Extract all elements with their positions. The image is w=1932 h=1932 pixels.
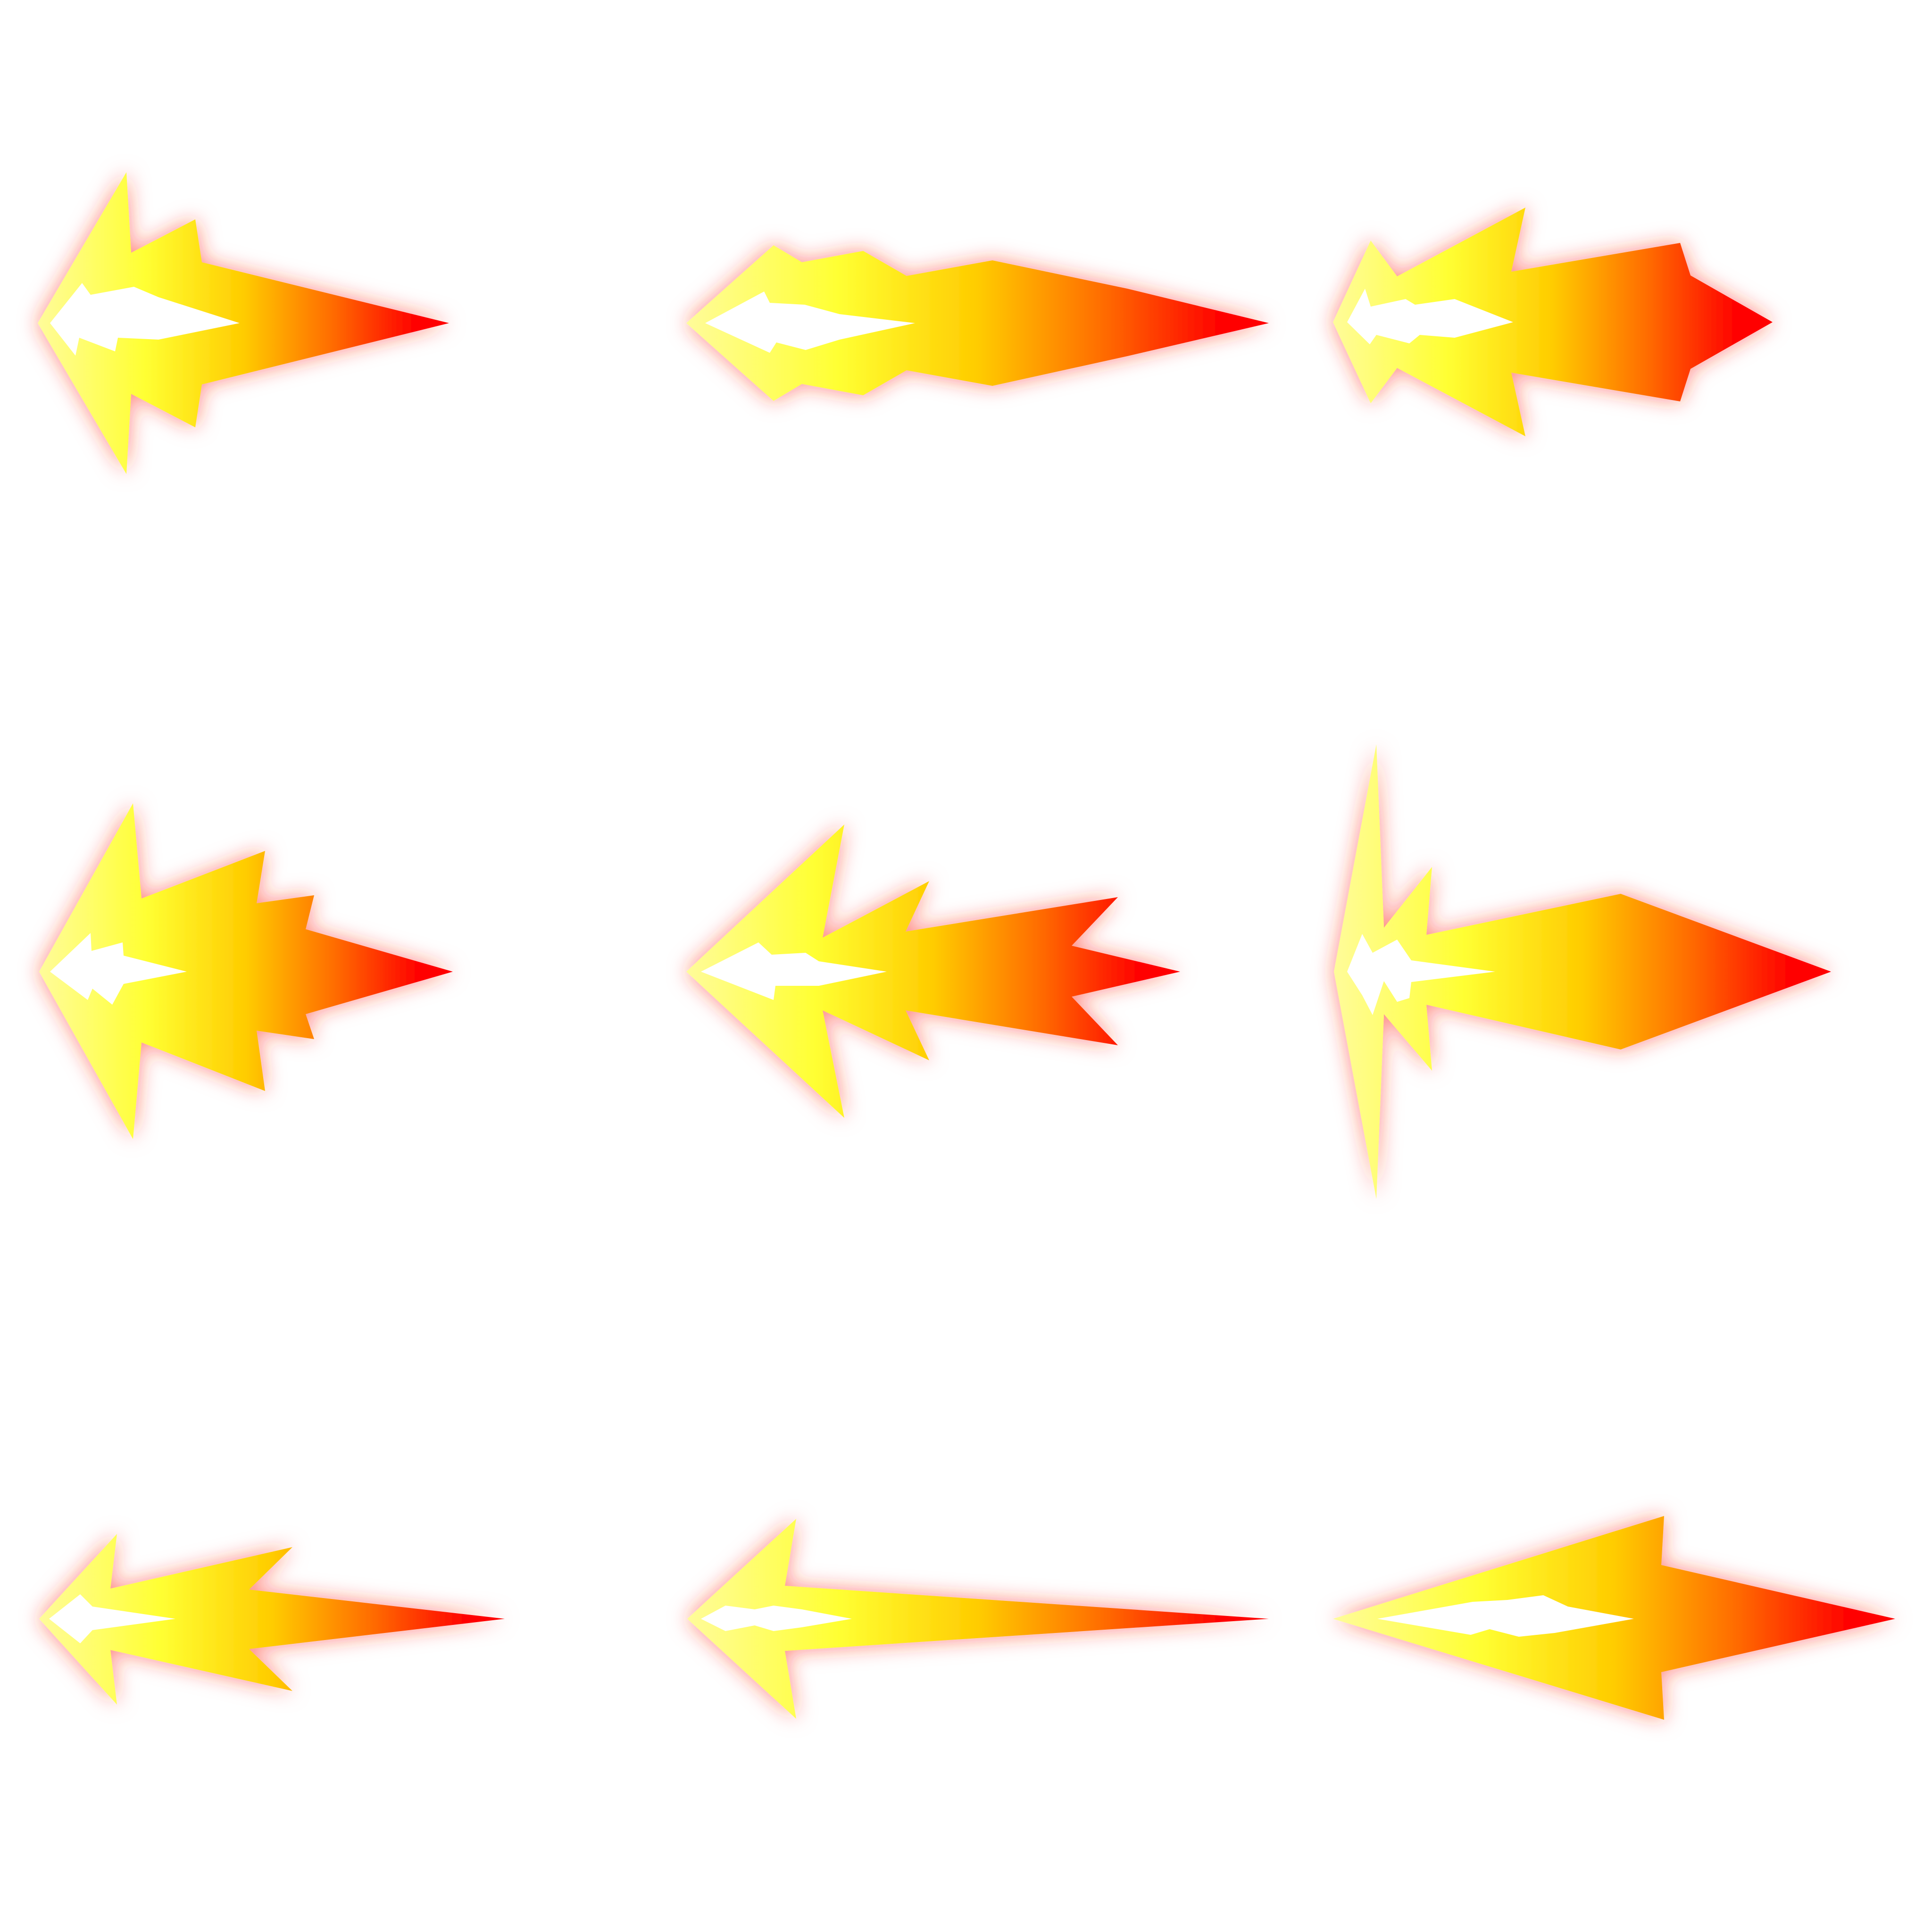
fire-arrow-8 [687,1519,1269,1719]
fire-arrow-7 [39,1534,505,1705]
fire-arrow-icon [1333,208,1773,436]
arrow-core [50,283,240,356]
arrow-core [705,291,915,353]
fire-arrow-2 [686,245,1269,401]
fire-arrow-icon [686,245,1269,401]
arrow-core [50,933,187,1005]
fire-arrow-icon [687,1519,1269,1719]
fire-arrow-4 [39,803,453,1139]
arrow-core [1347,934,1495,1015]
fire-arrow-icon [39,803,453,1139]
arrow-core [1347,289,1513,344]
arrow-core [49,1594,175,1643]
fire-arrow-icon [39,1534,505,1705]
fire-arrow-1 [38,172,449,474]
fire-arrow-6 [1334,744,1831,1199]
arrow-core [1377,1595,1634,1637]
fire-arrow-icon [38,172,449,474]
fire-arrow-5 [686,824,1180,1118]
fire-arrow-9 [1333,1516,1895,1720]
arrow-core [701,942,887,1000]
fire-arrow-icon [1334,744,1831,1199]
fire-arrow-3 [1333,208,1773,436]
fire-arrow-icon [686,824,1180,1118]
arrow-core [701,1606,852,1631]
